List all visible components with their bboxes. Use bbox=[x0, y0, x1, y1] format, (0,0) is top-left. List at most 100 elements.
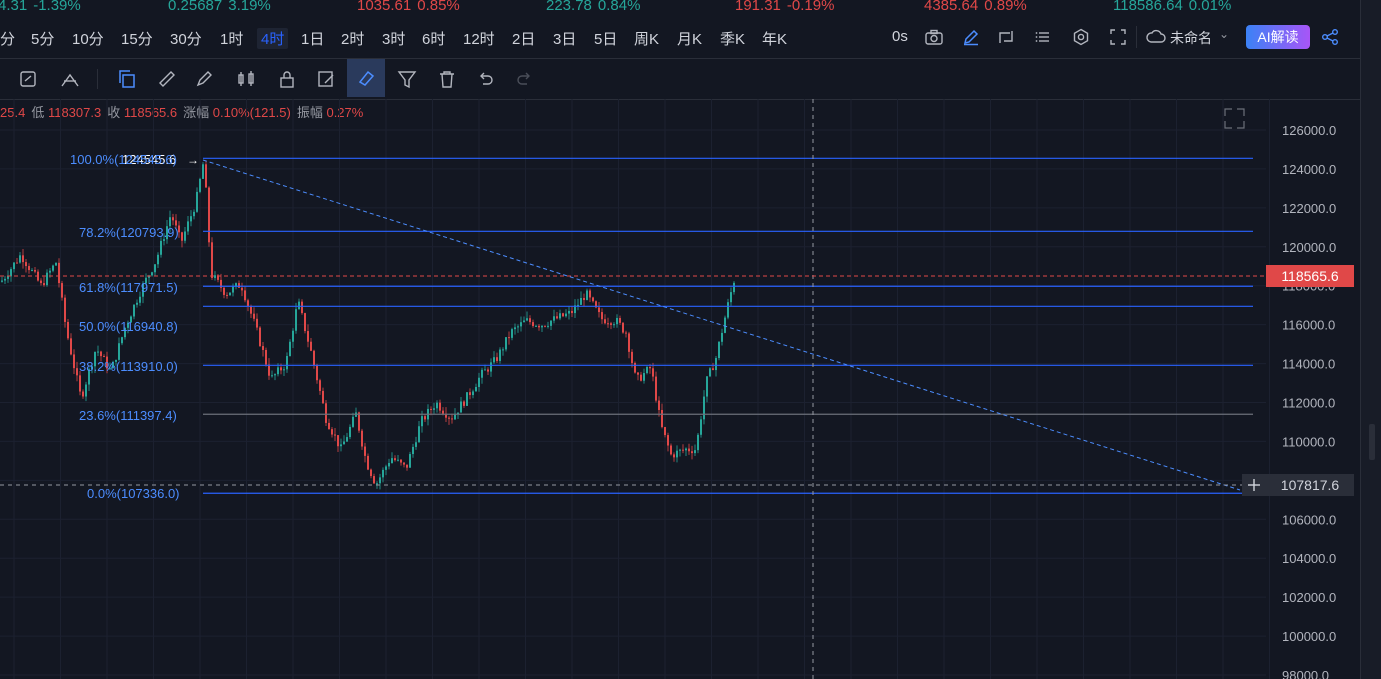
ticker-item[interactable]: 0.25687 3.19% bbox=[168, 0, 271, 14]
timeframe-quarter[interactable]: 季K bbox=[720, 31, 746, 48]
list-icon[interactable] bbox=[1032, 26, 1054, 48]
candle-body bbox=[193, 211, 195, 217]
candle-body bbox=[199, 178, 201, 192]
sidebar-handle[interactable] bbox=[1369, 424, 1375, 460]
timeframe-2h[interactable]: 2时 bbox=[341, 31, 365, 48]
candle-body bbox=[730, 292, 732, 303]
timeframe-week[interactable]: 周K bbox=[634, 31, 660, 48]
candle-body bbox=[412, 446, 414, 455]
candle-body bbox=[232, 286, 234, 293]
candle-body bbox=[610, 323, 612, 325]
magnet-icon[interactable] bbox=[347, 59, 385, 97]
timeframe-5m[interactable]: 5分 bbox=[31, 31, 55, 48]
timeframe-month[interactable]: 月K bbox=[677, 31, 703, 48]
timeframe-3h[interactable]: 3时 bbox=[382, 31, 406, 48]
ticker-item[interactable]: 4385.64 0.89% bbox=[924, 0, 1027, 14]
timeframe-4h[interactable]: 4时 bbox=[257, 28, 289, 49]
candle-body bbox=[592, 297, 594, 302]
fullscreen-icon[interactable] bbox=[1107, 26, 1129, 48]
lock-icon[interactable] bbox=[274, 66, 300, 92]
cloud-icon[interactable] bbox=[1145, 26, 1167, 48]
candle-body bbox=[73, 354, 75, 369]
timeframe-15m[interactable]: 15分 bbox=[121, 31, 153, 48]
timeframe-1d[interactable]: 1日 bbox=[301, 31, 325, 48]
fib-level-label: 50.0%(116940.8) bbox=[79, 319, 178, 334]
candle-body bbox=[70, 338, 72, 355]
timeframe-2d[interactable]: 2日 bbox=[512, 31, 536, 48]
price-chart[interactable]: 126000.0124000.0122000.0120000.0118000.0… bbox=[0, 99, 1360, 679]
candle-body bbox=[547, 325, 549, 327]
timeframe-1h[interactable]: 1时 bbox=[220, 31, 244, 48]
candle-body bbox=[226, 294, 228, 296]
candles-icon[interactable] bbox=[233, 66, 259, 92]
expand-icon[interactable] bbox=[1224, 108, 1245, 129]
timeframe-1m[interactable]: 分 bbox=[0, 31, 16, 48]
copy-icon[interactable] bbox=[114, 66, 140, 92]
candle-body bbox=[721, 332, 723, 342]
price-axis-label: 116000.0 bbox=[1282, 318, 1335, 333]
candle-body bbox=[130, 316, 132, 323]
camera-icon[interactable] bbox=[923, 26, 945, 48]
ruler-icon[interactable] bbox=[154, 66, 180, 92]
candle-body bbox=[268, 364, 270, 376]
candle-body bbox=[217, 275, 219, 280]
candle-body bbox=[424, 416, 426, 420]
candle-body bbox=[211, 242, 213, 278]
close-value: 118565.6 bbox=[123, 105, 178, 120]
undo-icon[interactable] bbox=[472, 66, 498, 92]
candle-body bbox=[25, 262, 27, 267]
candle-body bbox=[16, 262, 18, 264]
ticker-item[interactable]: 118586.64 0.01% bbox=[1113, 0, 1232, 14]
divider bbox=[97, 69, 98, 89]
timeframe-year[interactable]: 年K bbox=[762, 31, 788, 48]
candle-body bbox=[319, 380, 321, 391]
ai-interpret-button[interactable]: AI解读 bbox=[1246, 25, 1310, 49]
workspace-name[interactable]: 未命名 bbox=[1170, 30, 1212, 46]
candle-body bbox=[115, 359, 117, 362]
candle-body bbox=[472, 391, 474, 396]
candle-body bbox=[352, 416, 354, 427]
price-axis[interactable]: 126000.0124000.0122000.0120000.0118000.0… bbox=[1282, 123, 1336, 679]
settings-icon[interactable] bbox=[1070, 26, 1092, 48]
timeframe-10m[interactable]: 10分 bbox=[72, 31, 104, 48]
candle-body bbox=[709, 368, 711, 377]
redo-icon[interactable] bbox=[512, 66, 538, 92]
drawing-toolbar bbox=[0, 58, 1360, 100]
fibonacci-retracement[interactable] bbox=[203, 157, 1253, 494]
edit-note-icon[interactable] bbox=[313, 66, 339, 92]
candle-body bbox=[676, 450, 678, 458]
timeframe-5d[interactable]: 5日 bbox=[594, 31, 618, 48]
candle-body bbox=[157, 254, 159, 265]
candle-body bbox=[421, 416, 423, 427]
candle-body bbox=[367, 455, 369, 470]
brush-icon[interactable] bbox=[192, 66, 218, 92]
share-icon[interactable] bbox=[1319, 26, 1341, 48]
candle-body bbox=[55, 262, 57, 266]
trend-tool-icon[interactable] bbox=[57, 66, 83, 92]
chevron-down-icon[interactable]: ⌄ bbox=[1219, 27, 1230, 41]
candle-body bbox=[322, 390, 324, 404]
timeframe-6h[interactable]: 6时 bbox=[422, 31, 446, 48]
candle-body bbox=[334, 434, 336, 436]
candle-body bbox=[7, 276, 9, 279]
candle-body bbox=[586, 290, 588, 301]
candle-body bbox=[409, 454, 411, 468]
ticker-item[interactable]: 223.78 0.84% bbox=[546, 0, 641, 14]
candle-body bbox=[1, 280, 3, 282]
ticker-item[interactable]: 4.31 -1.39% bbox=[0, 0, 81, 14]
right-sidebar[interactable] bbox=[1360, 0, 1381, 679]
filter-icon[interactable] bbox=[394, 66, 420, 92]
timeframe-3d[interactable]: 3日 bbox=[553, 31, 577, 48]
timeframe-12h[interactable]: 12时 bbox=[463, 31, 495, 48]
trash-icon[interactable] bbox=[434, 66, 460, 92]
candle-body bbox=[694, 450, 696, 454]
ticker-item[interactable]: 1035.61 0.85% bbox=[357, 0, 460, 14]
crosshair-plus-icon[interactable] bbox=[1242, 474, 1266, 496]
candle-body bbox=[484, 369, 486, 371]
ticker-item[interactable]: 191.31 -0.19% bbox=[735, 0, 835, 14]
candle-body bbox=[496, 357, 498, 362]
timeframe-30m[interactable]: 30分 bbox=[170, 31, 202, 48]
sync-icon[interactable] bbox=[15, 66, 41, 92]
pencil-icon[interactable] bbox=[960, 26, 982, 48]
crop-icon[interactable] bbox=[995, 26, 1017, 48]
